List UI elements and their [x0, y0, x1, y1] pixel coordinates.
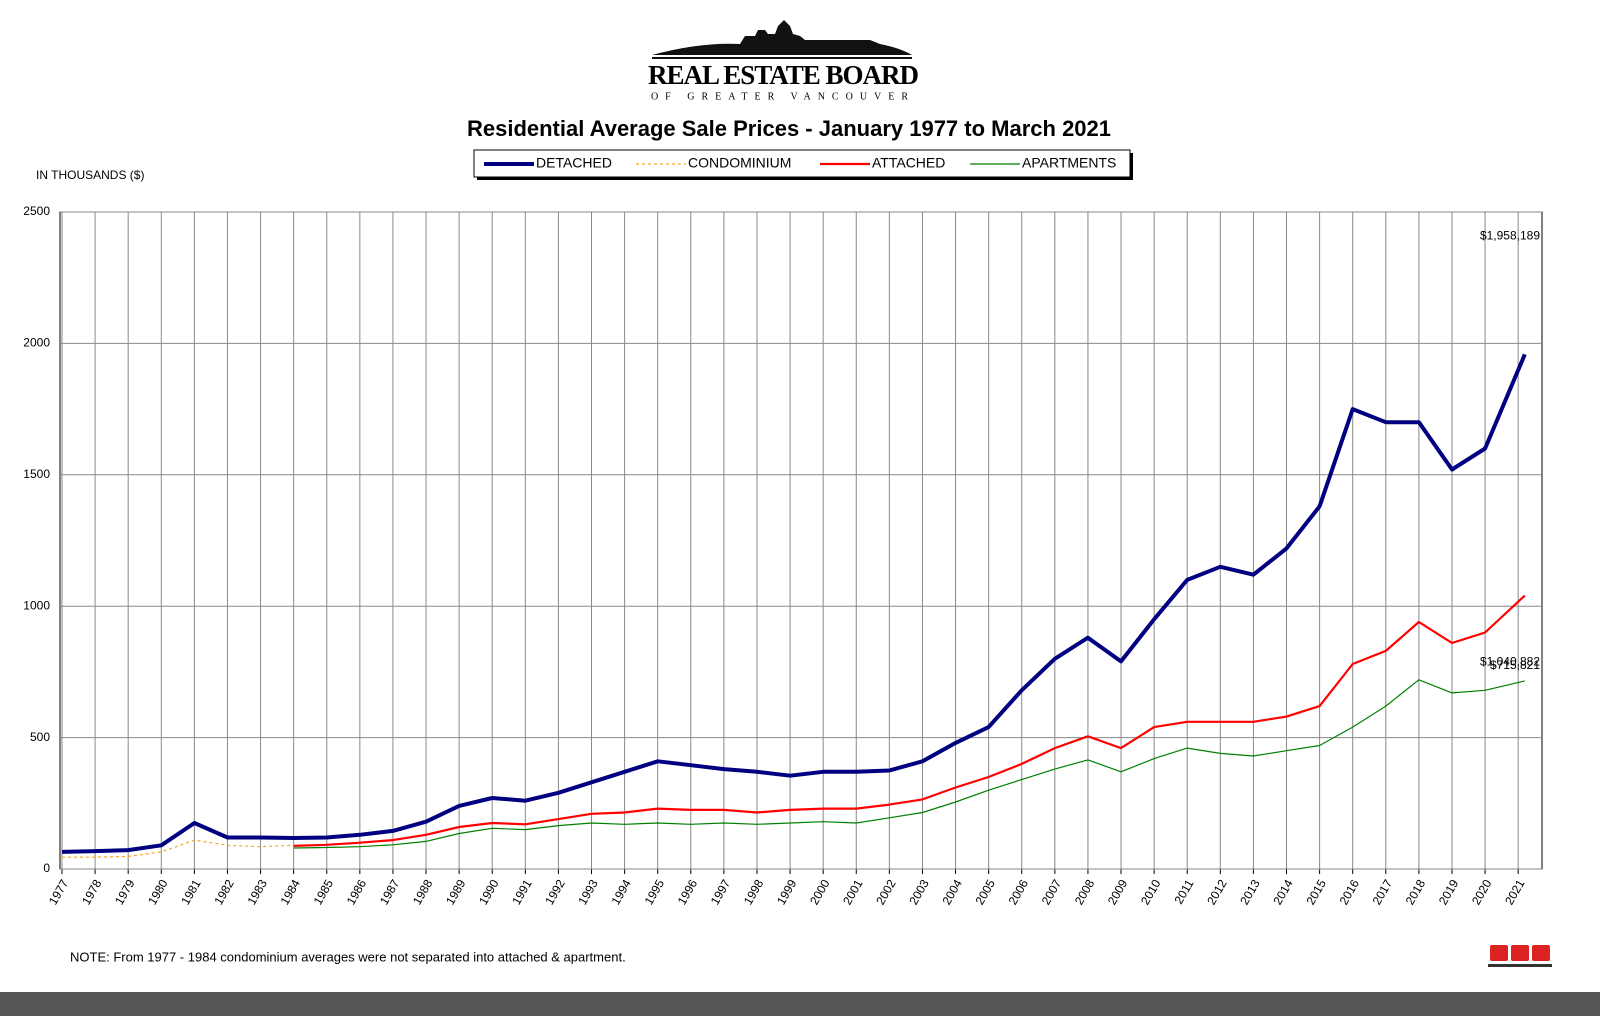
y-tick-label: 500: [30, 730, 50, 744]
x-tick-label: 2012: [1204, 877, 1230, 907]
value-label: $1,040,882: [1480, 655, 1540, 669]
legend-label: ATTACHED: [872, 155, 945, 171]
x-tick-label: 1990: [476, 877, 502, 907]
x-tick-label: 1992: [542, 877, 568, 907]
x-tick-label: 2001: [840, 877, 866, 907]
y-tick-label: 0: [43, 861, 50, 875]
series-line: [293, 679, 1525, 849]
x-tick-label: 1996: [675, 877, 701, 907]
x-tick-label: 2010: [1138, 877, 1164, 907]
x-tick-label: 2014: [1270, 877, 1296, 907]
x-tick-label: 1988: [410, 877, 436, 907]
x-tick-label: 1986: [344, 877, 370, 907]
x-tick-label: 2016: [1337, 877, 1363, 907]
x-tick-label: 2011: [1172, 877, 1197, 907]
x-tick-label: 1999: [774, 877, 800, 907]
x-tick-label: 2007: [1039, 877, 1065, 907]
chart-title: Residential Average Sale Prices - Januar…: [467, 116, 1111, 141]
x-tick-label: 2008: [1072, 877, 1098, 907]
x-tick-label: 2013: [1237, 877, 1263, 907]
x-tick-label: 1984: [278, 877, 304, 907]
x-tick-label: 2015: [1303, 877, 1329, 907]
x-tick-label: 1982: [211, 877, 237, 907]
y-tick-label: 1500: [23, 467, 50, 481]
x-tick-label: 2000: [807, 877, 833, 907]
x-tick-label: 2006: [1006, 877, 1032, 907]
x-tick-label: 2002: [873, 877, 899, 907]
legend-label: APARTMENTS: [1022, 155, 1116, 171]
org-name: REAL ESTATE BOARD: [648, 60, 919, 90]
footer-bar: [0, 992, 1600, 1016]
series-line: [293, 594, 1526, 847]
x-tick-label: 1987: [377, 877, 403, 907]
x-tick-label: 1981: [178, 877, 204, 907]
x-tick-label: 1995: [642, 877, 668, 907]
legend-label: DETACHED: [536, 155, 612, 171]
x-tick-label: 1993: [575, 877, 601, 907]
x-tick-label: 1983: [244, 877, 270, 907]
mls-logo: [1488, 945, 1552, 967]
x-tick-label: 1978: [79, 877, 105, 907]
series-line: [61, 353, 1527, 854]
logo: [652, 20, 912, 59]
x-tick-label: 1977: [46, 877, 72, 907]
x-tick-label: 1997: [708, 877, 734, 907]
x-tick-label: 1998: [741, 877, 767, 907]
x-tick-label: 2021: [1502, 877, 1528, 907]
x-tick-label: 1980: [145, 877, 171, 907]
y-tick-label: 2000: [23, 336, 50, 350]
x-tick-label: 2018: [1403, 877, 1429, 907]
x-tick-label: 1994: [608, 877, 634, 907]
y-tick-label: 2500: [23, 204, 50, 218]
org-subtitle: OF GREATER VANCOUVER: [651, 91, 915, 102]
legend-box: [473, 149, 1131, 178]
x-tick-label: 1989: [443, 877, 469, 907]
x-tick-label: 2017: [1370, 877, 1396, 907]
x-tick-label: 2005: [973, 877, 999, 907]
x-tick-label: 1985: [311, 877, 337, 907]
x-tick-label: 2009: [1105, 877, 1131, 907]
value-label: $1,958,189: [1480, 229, 1540, 243]
x-tick-label: 2019: [1436, 877, 1462, 907]
series-line: [62, 839, 294, 858]
y-tick-label: 1000: [23, 598, 50, 612]
x-tick-label: 1991: [509, 877, 535, 907]
note: NOTE: From 1977 - 1984 condominium avera…: [70, 949, 626, 964]
y-axis-label: IN THOUSANDS ($): [36, 168, 144, 182]
x-tick-label: 2004: [939, 877, 965, 907]
x-tick-label: 2020: [1469, 877, 1495, 907]
x-tick-label: 2003: [906, 877, 932, 907]
value-label: $715,821: [1490, 658, 1540, 672]
legend-label: CONDOMINIUM: [688, 155, 791, 171]
x-tick-label: 1979: [112, 877, 138, 907]
